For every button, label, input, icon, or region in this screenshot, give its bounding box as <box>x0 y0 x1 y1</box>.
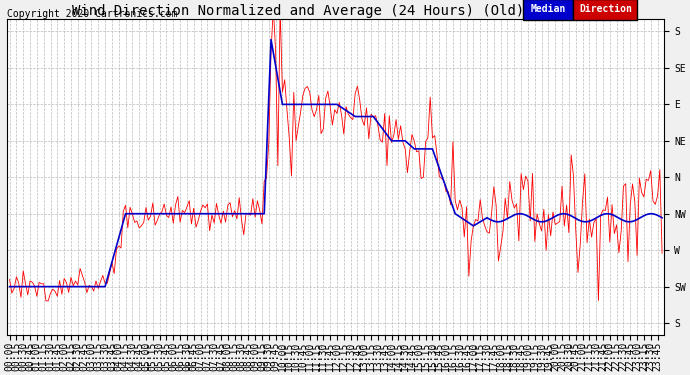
Text: Direction: Direction <box>579 4 632 14</box>
Text: Copyright 2020 Cartronics.com: Copyright 2020 Cartronics.com <box>8 9 178 20</box>
Text: Median: Median <box>531 4 566 14</box>
Title: Wind Direction Normalized and Average (24 Hours) (Old) 20200115: Wind Direction Normalized and Average (2… <box>72 4 600 18</box>
